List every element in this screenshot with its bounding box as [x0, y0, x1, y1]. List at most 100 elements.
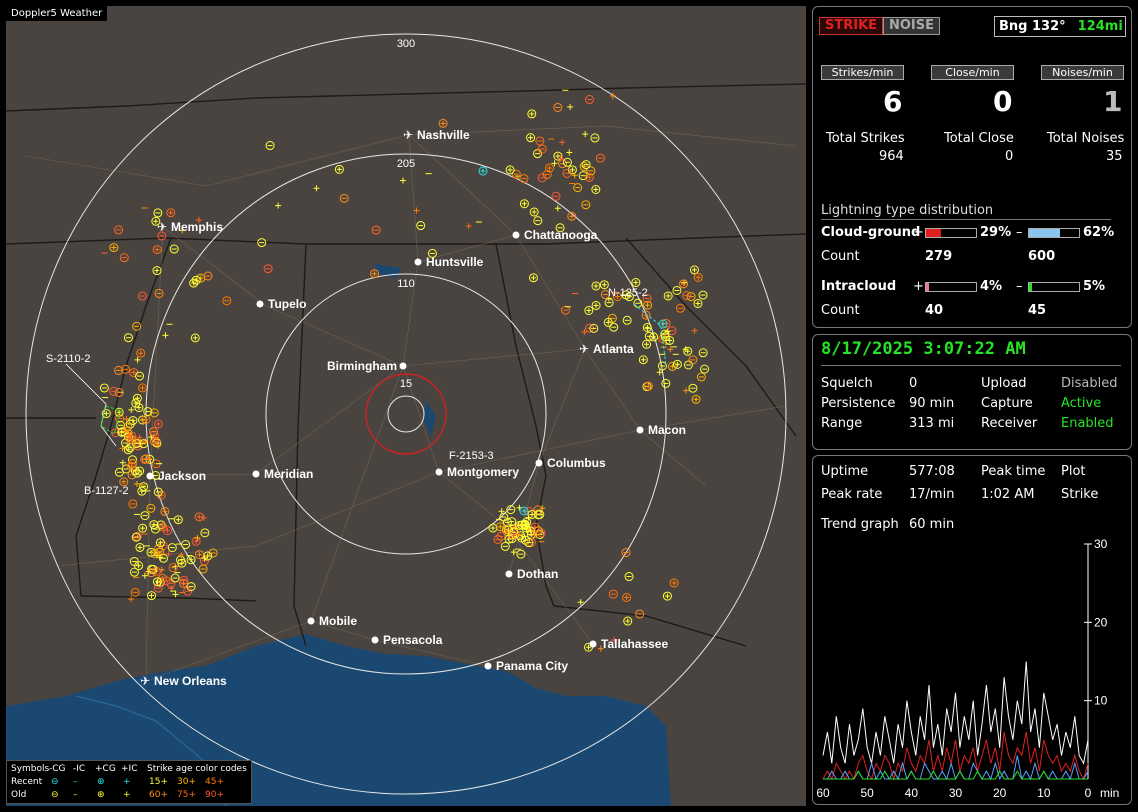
pos-ic-recent-icon: + — [123, 777, 131, 787]
strike-marker — [559, 139, 566, 146]
strike-marker — [517, 520, 527, 530]
city-nashville[interactable]: ✈ Nashville — [403, 128, 470, 142]
storm-cell-label[interactable]: B-1127-2 — [84, 485, 128, 497]
city-huntsville[interactable]: Huntsville — [414, 255, 484, 269]
strike-marker — [533, 526, 543, 536]
strike-marker — [526, 133, 536, 143]
storm-cell-label[interactable]: N-125-2 — [608, 287, 648, 299]
city-jackson[interactable]: Jackson — [146, 469, 207, 483]
city-label: Dothan — [517, 567, 558, 581]
strikes-per-min-header[interactable]: Strikes/min — [821, 65, 904, 80]
strike-marker — [638, 355, 648, 365]
cg-pos-bar — [925, 228, 977, 238]
city-montgomery[interactable]: Montgomery — [435, 465, 520, 479]
noises-per-min-header[interactable]: Noises/min — [1041, 65, 1124, 80]
strike-marker — [691, 327, 698, 334]
close-per-min-header[interactable]: Close/min — [931, 65, 1014, 80]
strike-marker — [149, 427, 159, 437]
city-tupelo[interactable]: Tupelo — [256, 297, 307, 311]
strike-marker — [535, 136, 545, 146]
strike-marker — [573, 183, 583, 193]
strike-marker — [154, 288, 164, 298]
strike-marker — [661, 318, 671, 328]
ring-label: 300 — [397, 38, 415, 50]
strike-button[interactable]: STRIKE — [819, 17, 884, 35]
strike-marker — [265, 141, 275, 151]
strike-marker — [584, 172, 594, 182]
trend-x-unit: min — [1100, 786, 1119, 800]
squelch-label: Squelch — [821, 376, 873, 391]
city-label: Chattanooga — [524, 228, 598, 242]
city-pensacola[interactable]: Pensacola — [371, 633, 443, 647]
city-tallahassee[interactable]: Tallahassee — [589, 637, 669, 651]
strike-marker — [558, 159, 568, 169]
city-label: Tupelo — [268, 297, 306, 311]
city-chattanooga[interactable]: Chattanooga — [512, 228, 598, 242]
strike-marker — [173, 515, 183, 525]
strike-marker — [130, 587, 140, 597]
strikes-per-min-value: 6 — [883, 85, 903, 118]
strike-marker — [577, 599, 584, 606]
strike-marker — [560, 305, 570, 315]
strike-marker — [138, 523, 148, 533]
city-dot-icon — [512, 231, 520, 239]
trend-graph-value[interactable]: 60 min — [909, 517, 955, 532]
strike-marker — [194, 512, 204, 522]
city-memphis[interactable]: ✈ Memphis — [157, 220, 223, 234]
strike-marker — [590, 133, 600, 143]
city-label: Montgomery — [447, 465, 519, 479]
trend-x-tick-label: 0 — [1085, 786, 1092, 800]
strike-marker — [595, 153, 605, 163]
city-mobile[interactable]: Mobile — [307, 614, 358, 628]
strike-marker — [163, 526, 173, 536]
ring-label: 205 — [397, 158, 415, 170]
strike-marker — [137, 291, 147, 301]
strike-marker — [493, 534, 503, 544]
strike-marker — [143, 407, 153, 417]
strike-marker — [488, 523, 498, 533]
trend-series-line-1 — [822, 731, 1089, 781]
uptime-value: 577:08 — [909, 464, 955, 479]
strike-marker — [665, 335, 675, 345]
strike-marker — [661, 378, 671, 388]
legend-age-15: 15+ — [149, 777, 168, 787]
city-markers: ✈ Nashville ✈ Memphis Chattanooga Huntsville T… — [140, 128, 686, 688]
strike-marker — [263, 264, 273, 274]
strike-marker — [644, 331, 654, 341]
city-atlanta[interactable]: ✈ Atlanta — [579, 342, 634, 356]
strike-marker — [128, 499, 138, 509]
city-columbus[interactable]: Columbus — [535, 456, 606, 470]
trend-y-tick-label: 30 — [1094, 537, 1108, 551]
trend-x-tick-label: 40 — [905, 786, 919, 800]
city-dot-icon — [484, 662, 492, 670]
city-panama-city[interactable]: Panama City — [484, 659, 569, 673]
strike-map[interactable]: 15 110 205 300 ✈ Nashville ✈ Memphis Chattanoog… — [6, 6, 806, 806]
strike-marker — [688, 355, 698, 365]
squelch-value: 0 — [909, 376, 918, 391]
storm-cell-label[interactable]: F-2153-3 — [449, 450, 494, 462]
strike-marker — [624, 292, 634, 302]
strike-marker — [109, 243, 119, 253]
city-label: Birmingham — [327, 359, 397, 373]
storm-cell-label[interactable]: S-2110-2 — [46, 353, 90, 365]
city-label: Tallahassee — [601, 637, 668, 651]
city-macon[interactable]: Macon — [636, 423, 687, 437]
strike-marker — [126, 431, 133, 438]
strike-marker — [222, 296, 232, 306]
range-ring — [365, 373, 447, 455]
range-ring — [265, 273, 547, 555]
city-birmingham[interactable]: Birmingham — [327, 359, 407, 373]
city-new-orleans[interactable]: ✈ New Orleans — [140, 674, 227, 688]
strike-marker — [698, 348, 708, 358]
trend-x-tick-label: 60 — [816, 786, 830, 800]
city-meridian[interactable]: Meridian — [252, 467, 314, 481]
strike-marker — [140, 511, 150, 521]
city-label: New Orleans — [154, 674, 227, 688]
strike-marker — [176, 555, 186, 565]
neg-ic-recent-icon: – — [73, 777, 78, 787]
city-dothan[interactable]: Dothan — [505, 567, 559, 581]
plot-value[interactable]: Strike — [1061, 487, 1099, 502]
noise-button[interactable]: NOISE — [883, 17, 941, 35]
strike-marker — [578, 171, 588, 181]
city-dot-icon — [307, 617, 315, 625]
